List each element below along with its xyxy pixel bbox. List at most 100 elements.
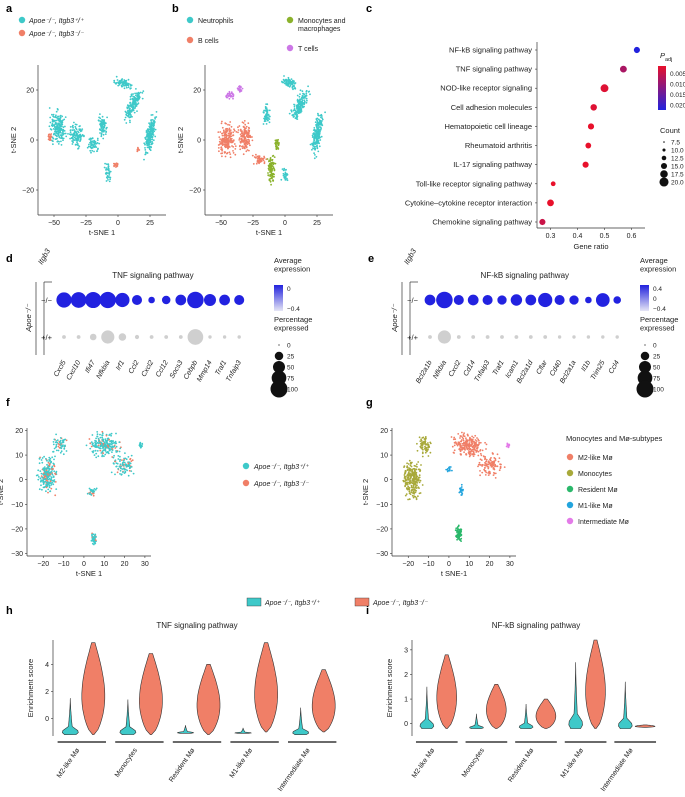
b-point	[305, 90, 308, 93]
g-point	[498, 469, 501, 472]
a-point	[74, 125, 77, 128]
b-point	[245, 150, 248, 153]
f-point	[45, 486, 48, 489]
a-point	[98, 142, 101, 145]
f-point	[41, 488, 43, 491]
a-point	[63, 132, 65, 135]
b-point	[309, 93, 311, 96]
b-point	[259, 158, 261, 161]
i-violin-ko	[436, 654, 457, 729]
b-point	[304, 95, 307, 98]
f-point	[47, 470, 50, 472]
f-point	[115, 432, 117, 435]
f-point	[43, 455, 45, 458]
a-point	[78, 136, 81, 139]
f-point	[89, 442, 92, 445]
b-point	[272, 166, 275, 168]
b-point	[316, 125, 318, 128]
f-point	[116, 471, 119, 474]
a-point	[147, 137, 150, 140]
f-point	[47, 491, 49, 494]
d-gene-label: Cxcl5	[53, 359, 68, 378]
a-point	[152, 134, 155, 136]
g-point	[503, 466, 506, 468]
b-point	[238, 137, 241, 140]
c-pathway-label: NF-kB signaling pathway	[449, 46, 532, 55]
e-dot-ko	[453, 294, 464, 306]
e-dot-ko	[436, 291, 453, 309]
g-point	[408, 473, 411, 476]
g-point	[487, 467, 490, 470]
f-point	[96, 433, 99, 436]
g-point	[485, 448, 487, 450]
g-point	[485, 443, 488, 446]
g-point	[423, 438, 426, 440]
g-point	[486, 463, 489, 466]
f-point	[61, 445, 64, 448]
g-point	[474, 434, 477, 437]
f-point	[119, 466, 122, 468]
b-point	[263, 155, 265, 158]
g-point	[406, 465, 409, 467]
b-point	[247, 133, 249, 135]
f-point	[120, 467, 122, 470]
b-point	[313, 129, 316, 132]
g-point	[427, 442, 429, 444]
a-point	[151, 138, 154, 141]
g-point	[462, 437, 465, 440]
a-point	[127, 78, 130, 81]
d-pct-tick: 50	[287, 365, 295, 372]
b-point	[226, 92, 229, 95]
d-dot-ko	[115, 292, 130, 308]
a-point	[51, 123, 54, 125]
e-pct-swatch	[644, 344, 646, 346]
a-point	[153, 128, 155, 131]
f-point	[121, 459, 123, 461]
d-dot-wt	[187, 329, 204, 345]
g-point	[463, 435, 466, 438]
g-point	[499, 466, 502, 468]
f-point	[114, 460, 116, 463]
g-point	[416, 449, 419, 452]
f-point	[59, 439, 62, 442]
g-point	[507, 446, 510, 449]
f-point	[108, 444, 111, 447]
a-point	[103, 121, 106, 124]
f-point	[40, 472, 43, 475]
g-point	[459, 437, 461, 439]
b-point	[266, 116, 268, 119]
g-point	[486, 465, 489, 468]
i-violin-ko	[634, 724, 656, 728]
b-point	[228, 130, 231, 133]
a-point	[125, 84, 128, 87]
a-point	[80, 129, 83, 132]
a-ylabel: t-SNE 2	[9, 127, 18, 153]
f-ylabel: t-SNE 2	[0, 479, 5, 505]
b-point	[247, 138, 250, 141]
c-count-swatch	[661, 155, 667, 161]
b-point	[217, 131, 220, 134]
f-point	[40, 484, 42, 487]
g-point	[494, 457, 497, 460]
a-point	[148, 130, 151, 133]
b-point	[269, 160, 272, 163]
a-point	[99, 123, 102, 125]
b-point	[269, 180, 272, 183]
e-gene-label: Cxcl2	[448, 359, 463, 378]
a-point	[121, 85, 123, 88]
g-point	[406, 466, 409, 469]
legend-label-a: Apoe⁻/⁻, Itgb3⁺/⁺	[28, 18, 85, 25]
f-point	[43, 475, 46, 477]
b-point	[313, 127, 316, 129]
legend-swatch-b	[186, 36, 194, 44]
h-violin-wt	[292, 707, 310, 735]
b-point	[268, 162, 271, 165]
g-point	[414, 491, 417, 494]
a-point	[53, 132, 55, 135]
g-point	[407, 488, 410, 491]
g-point	[475, 440, 478, 442]
f-point	[95, 442, 98, 445]
g-point	[468, 438, 471, 441]
c-padj-tick: 0.005	[670, 71, 685, 78]
g-point	[472, 446, 474, 449]
